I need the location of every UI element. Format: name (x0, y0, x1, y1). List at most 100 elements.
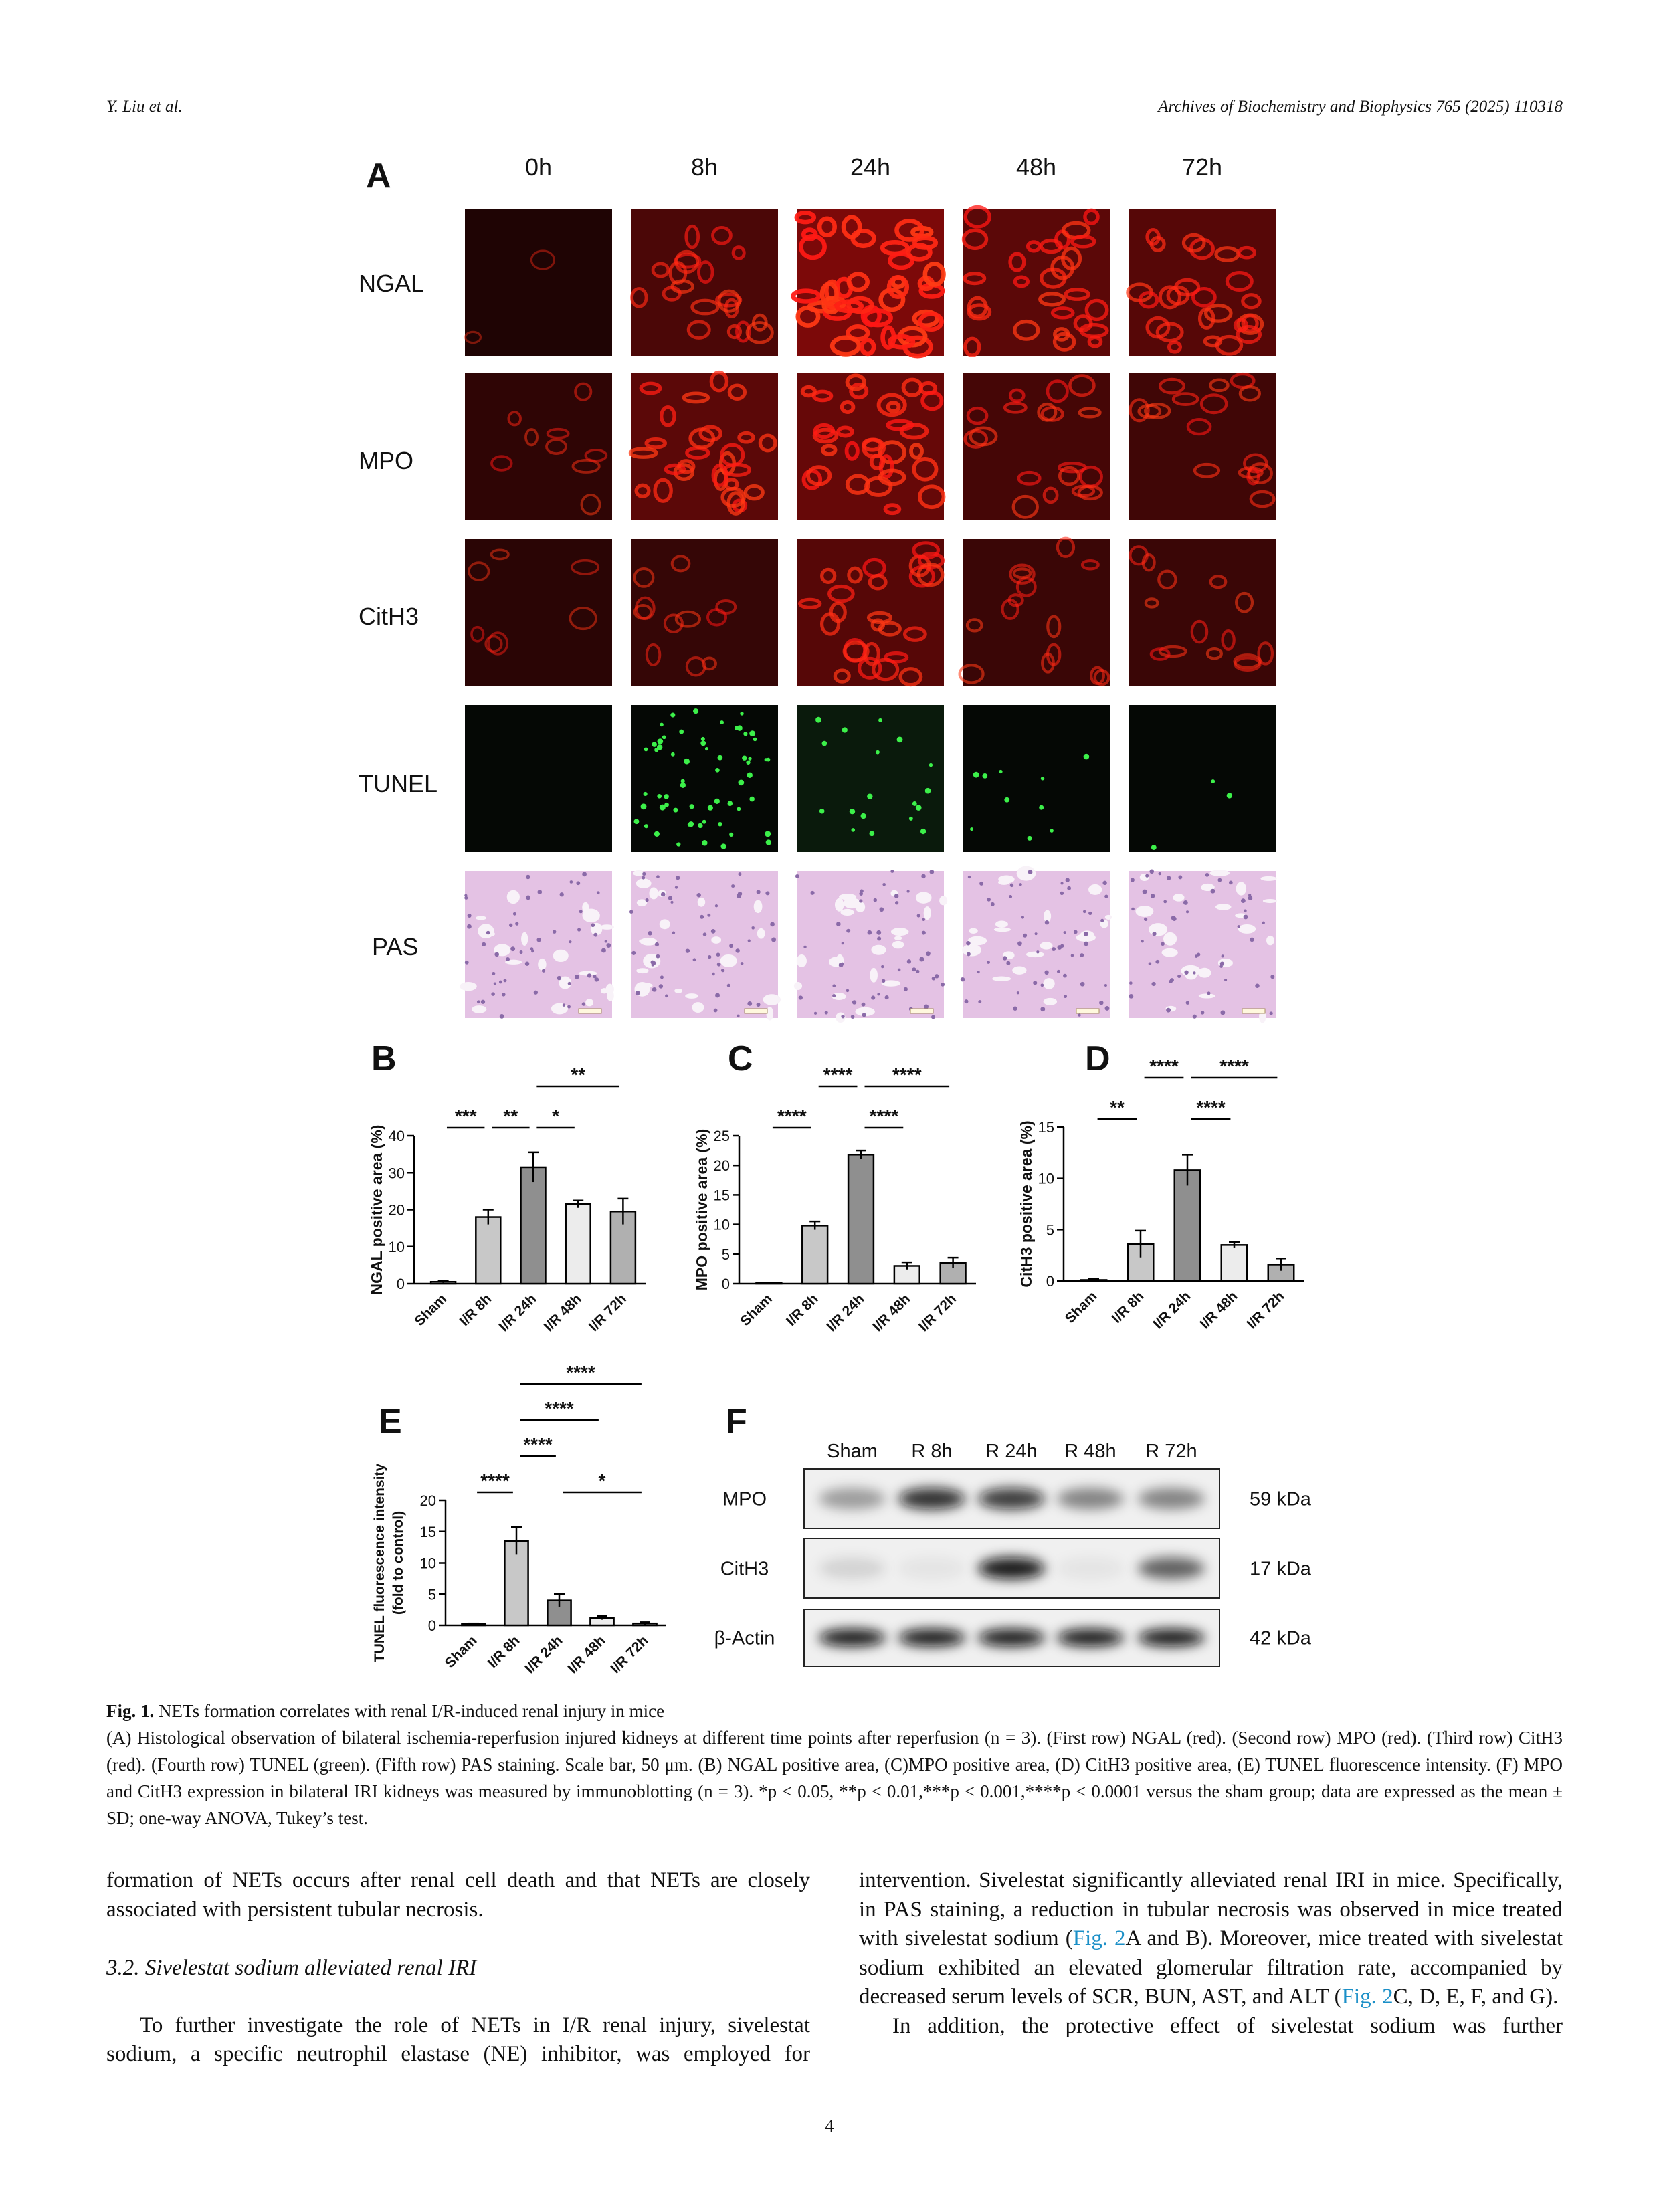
lumen (605, 983, 614, 995)
lumen (967, 936, 987, 946)
nucleus (967, 875, 971, 879)
significance-label: **** (1219, 1055, 1249, 1076)
nucleus (652, 987, 657, 992)
tubule (827, 584, 855, 603)
nucleus (1184, 970, 1189, 975)
nucleus (978, 1000, 982, 1004)
tubule (1209, 378, 1230, 393)
band (978, 1629, 1045, 1647)
positive-nucleus (743, 732, 748, 736)
nucleus (642, 876, 646, 880)
tubule (1050, 306, 1075, 320)
tubule (819, 282, 839, 306)
error-bar (482, 1209, 494, 1225)
y-tick-label: 20 (420, 1492, 436, 1509)
tubule (1141, 552, 1156, 572)
positive-nucleus (656, 744, 663, 750)
significance-label: **** (892, 1064, 922, 1085)
figure-link[interactable]: Fig. 2 (1072, 1926, 1126, 1950)
column-header: 48h (1016, 153, 1056, 181)
nucleus (1034, 932, 1038, 936)
nucleus (1033, 981, 1038, 985)
tubule (842, 641, 870, 662)
nucleus (526, 874, 530, 880)
caption-text: (A) Histological observation of bilatera… (106, 1728, 1563, 1828)
y-tick-label: 5 (428, 1586, 436, 1603)
lumen (1040, 942, 1053, 950)
figure-link[interactable]: Fig. 2 (1341, 1985, 1393, 2009)
lumen (793, 982, 803, 990)
nucleus (674, 886, 678, 889)
tubule (1026, 240, 1042, 253)
nucleus (467, 913, 472, 918)
nucleus (594, 977, 599, 982)
bar (504, 1540, 529, 1627)
lumen (1149, 923, 1168, 936)
nucleus (515, 922, 519, 926)
tubule (883, 503, 902, 516)
nucleus (1013, 1006, 1017, 1011)
positive-nucleus (720, 720, 724, 725)
band (819, 1488, 886, 1510)
nucleus (1224, 978, 1228, 982)
positive-nucleus (982, 773, 988, 779)
tubule (1090, 666, 1105, 686)
nucleus (537, 890, 543, 894)
tubule (584, 449, 608, 462)
tubule (677, 459, 696, 474)
x-tick-label: I/R 24h (522, 1633, 566, 1676)
nucleus (1142, 889, 1147, 894)
positive-nucleus (729, 832, 734, 837)
error-bar (554, 1593, 565, 1607)
bar (1220, 1244, 1248, 1282)
tubule (806, 465, 832, 486)
nucleus (1016, 991, 1019, 995)
bar (847, 1154, 875, 1285)
tubule (1157, 569, 1177, 590)
tubule (798, 597, 822, 610)
tubule (1143, 402, 1171, 419)
significance-label: **** (545, 1398, 574, 1419)
nucleus (713, 1008, 718, 1013)
nucleus (960, 977, 965, 982)
nucleus (1217, 878, 1222, 882)
nucleus (838, 963, 844, 967)
positive-nucleus (1050, 829, 1054, 833)
tubule (745, 321, 774, 344)
nucleus (738, 872, 742, 876)
text: A and B). Moreover, mice treated with si… (859, 1926, 1563, 2009)
lumen (939, 896, 948, 906)
lumen (766, 1006, 774, 1021)
panel-label: F (726, 1402, 747, 1441)
positive-nucleus (720, 843, 726, 849)
lumen (1236, 882, 1247, 896)
nucleus (926, 951, 931, 957)
y-tick-label: 10 (420, 1555, 436, 1572)
positive-nucleus (657, 793, 662, 799)
lumen (697, 897, 706, 907)
nucleus (921, 930, 926, 935)
tubule (670, 555, 691, 573)
x-tick-label: Sham (1062, 1288, 1100, 1326)
tubule (1236, 325, 1262, 344)
tubule (817, 216, 837, 238)
micrograph (465, 539, 612, 686)
nucleus (1104, 984, 1107, 987)
nucleus (541, 969, 546, 973)
error-bar (573, 1199, 584, 1208)
y-axis-label: TUNEL fluorescence intensity (372, 1464, 387, 1663)
nucleus (629, 910, 633, 914)
nucleus (1185, 910, 1189, 914)
nucleus (575, 974, 579, 979)
tubule (1191, 286, 1217, 308)
lumen (551, 1003, 568, 1015)
nucleus (1040, 983, 1044, 987)
nucleus (642, 872, 646, 876)
nucleus (1060, 891, 1064, 896)
positive-nucleus (737, 807, 741, 811)
tile (963, 539, 1110, 686)
tubule (833, 668, 851, 684)
nucleus (557, 975, 562, 981)
text: intervention. Sivelestat significantly a… (859, 1868, 1563, 1950)
y-axis-label: MPO positive area (%) (693, 1129, 710, 1291)
